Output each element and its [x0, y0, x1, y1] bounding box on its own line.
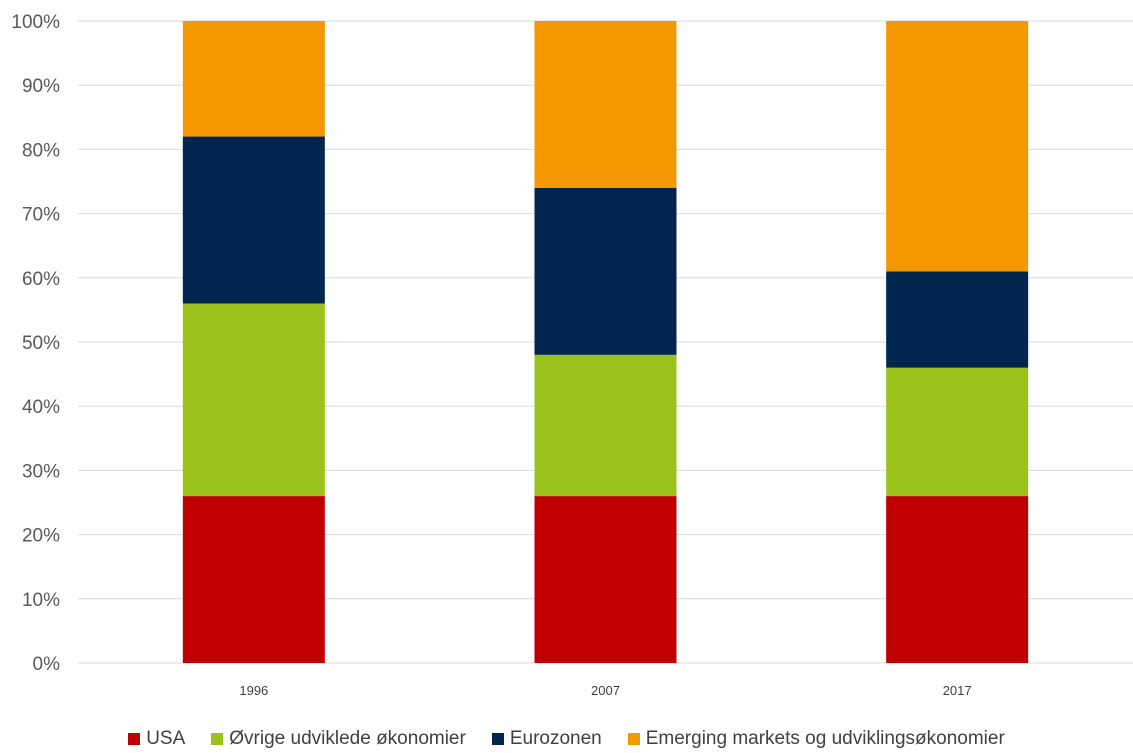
x-tick-label: 2007 — [591, 683, 620, 698]
y-tick-label: 30% — [22, 461, 60, 482]
legend-item-usa: USA — [128, 728, 185, 750]
y-tick-label: 60% — [22, 269, 60, 290]
y-tick-label: 100% — [11, 12, 60, 33]
x-tick-label: 2017 — [943, 683, 972, 698]
y-tick-label: 10% — [22, 590, 60, 611]
bar-segment-1996-emerging-markets-og-udviklings-konomier — [182, 21, 325, 137]
bar-segment-1996-eurozonen — [182, 136, 325, 304]
legend-item-emerging: Emerging markets og udviklingsøkonomier — [627, 728, 1005, 750]
legend-label-usa: USA — [146, 728, 186, 749]
legend-label-other-developed: Øvrige udviklede økonomier — [229, 728, 466, 749]
bar-segment-2007-eurozonen — [534, 187, 677, 355]
x-axis-tick-labels: 1996 2007 2017 — [239, 683, 971, 698]
y-tick-label: 50% — [22, 333, 60, 354]
y-tick-label: 70% — [22, 205, 60, 226]
y-tick-label: 0% — [33, 654, 61, 675]
bar-segment-2007-vrige-udviklede-konomier — [534, 354, 677, 497]
bar-segment-2017-eurozonen — [886, 271, 1029, 368]
y-tick-label: 90% — [22, 76, 60, 97]
legend-swatch-eurozone — [491, 733, 504, 745]
bar-segment-2017-emerging-markets-og-udviklings-konomier — [886, 21, 1029, 272]
bar-segment-2017-usa — [886, 496, 1029, 663]
legend-item-eurozone: Eurozonen — [491, 728, 602, 750]
legend: USA Øvrige udviklede økonomier Eurozonen… — [0, 726, 1133, 752]
bars — [182, 21, 1029, 663]
y-tick-label: 40% — [22, 397, 60, 418]
legend-label-eurozone: Eurozonen — [509, 728, 602, 749]
y-tick-label: 80% — [22, 140, 60, 161]
bar-segment-2017-vrige-udviklede-konomier — [886, 367, 1029, 497]
legend-item-other-developed: Øvrige udviklede økonomier — [211, 728, 466, 750]
y-tick-label: 20% — [22, 526, 60, 547]
legend-swatch-usa — [128, 733, 141, 745]
x-tick-label: 1996 — [239, 683, 268, 698]
legend-swatch-emerging — [627, 733, 640, 745]
stacked-bar-chart: 0% 10% 20% 30% 40% 50% 60% 70% 80% 90% 100% 1996 20… — [11, 12, 1133, 698]
legend-swatch-other-developed — [211, 733, 224, 745]
legend-label-emerging: Emerging markets og udviklingsøkonomier — [645, 728, 1005, 749]
bar-segment-1996-usa — [182, 496, 325, 663]
bar-segment-2007-usa — [534, 496, 677, 663]
bar-segment-2007-emerging-markets-og-udviklings-konomier — [534, 21, 677, 188]
bar-segment-1996-vrige-udviklede-konomier — [182, 303, 325, 497]
y-axis-tick-labels: 0% 10% 20% 30% 40% 50% 60% 70% 80% 90% 100% — [11, 12, 60, 675]
